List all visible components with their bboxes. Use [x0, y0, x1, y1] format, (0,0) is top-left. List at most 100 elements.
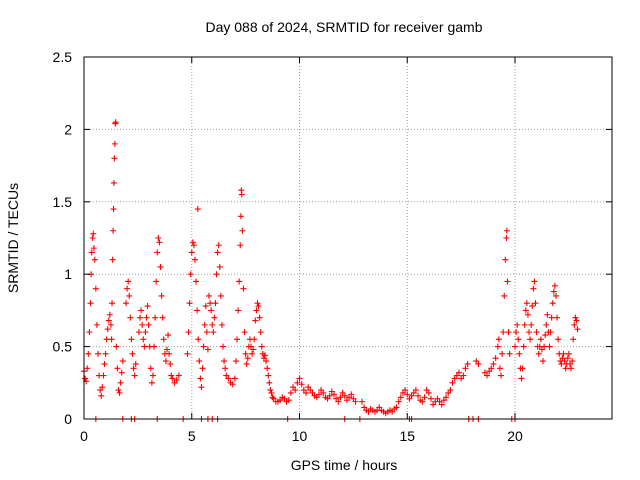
data-point: [95, 350, 102, 357]
data-point: [167, 360, 174, 367]
data-point: [208, 307, 215, 314]
data-point: [152, 314, 159, 321]
data-points: [81, 119, 581, 422]
data-point: [85, 350, 92, 357]
data-point: [86, 329, 93, 336]
data-point: [156, 239, 163, 246]
data-point: [294, 379, 301, 386]
data-point: [123, 300, 130, 307]
data-point: [221, 358, 228, 365]
data-point: [547, 329, 554, 336]
data-point: [184, 350, 191, 357]
data-point: [562, 365, 569, 372]
data-point: [187, 271, 194, 278]
data-point: [421, 394, 428, 401]
data-point: [549, 300, 556, 307]
data-point: [98, 392, 105, 399]
data-point: [543, 321, 550, 328]
data-point: [352, 398, 359, 405]
data-point: [160, 336, 167, 343]
data-point: [302, 389, 309, 396]
data-point: [144, 303, 151, 310]
data-point: [129, 350, 136, 357]
data-point: [124, 285, 131, 292]
data-point: [524, 311, 531, 318]
data-point: [495, 336, 502, 343]
data-point: [505, 329, 512, 336]
data-point: [87, 300, 94, 307]
data-point: [533, 329, 540, 336]
y-tick-label: 0: [64, 411, 72, 427]
data-point: [568, 365, 575, 372]
data-point: [157, 263, 164, 270]
data-point: [527, 336, 534, 343]
data-point: [168, 372, 175, 379]
data-point: [404, 391, 411, 398]
data-point: [359, 398, 366, 405]
data-point: [202, 303, 209, 310]
data-point: [203, 329, 210, 336]
data-point: [112, 119, 119, 126]
data-point: [516, 350, 523, 357]
data-point: [149, 372, 156, 379]
y-tick-label: 1: [64, 266, 72, 282]
data-point: [253, 307, 260, 314]
data-point: [320, 389, 327, 396]
axis-ticks: [83, 56, 612, 420]
data-point: [194, 307, 201, 314]
data-point: [88, 249, 95, 256]
data-point: [257, 329, 264, 336]
data-point: [529, 303, 536, 310]
data-point: [335, 398, 342, 405]
data-point: [287, 389, 294, 396]
data-point: [449, 379, 456, 386]
data-point: [217, 292, 224, 299]
y-tick-label: 0.5: [53, 339, 73, 355]
data-point: [235, 307, 242, 314]
data-point: [118, 369, 125, 376]
data-point: [540, 358, 547, 365]
data-point: [218, 321, 225, 328]
data-point: [220, 343, 227, 350]
plot-frame: [83, 56, 613, 420]
data-point: [191, 256, 198, 263]
data-point: [550, 288, 557, 295]
data-point: [447, 387, 454, 394]
data-point: [455, 369, 462, 376]
data-point: [93, 321, 100, 328]
data-point: [537, 336, 544, 343]
data-point: [151, 343, 158, 350]
data-point: [251, 336, 258, 343]
data-point: [522, 307, 529, 314]
data-point: [194, 206, 201, 213]
data-point: [506, 350, 513, 357]
data-point: [195, 336, 202, 343]
data-point: [244, 355, 251, 362]
data-point: [197, 375, 204, 382]
data-point: [263, 358, 270, 365]
x-tick-label: 0: [80, 428, 88, 444]
data-point: [395, 398, 402, 405]
data-point: [425, 389, 432, 396]
data-point: [513, 329, 520, 336]
data-point: [535, 350, 542, 357]
data-point: [501, 292, 508, 299]
data-point: [564, 355, 571, 362]
data-point: [519, 365, 526, 372]
data-point: [243, 360, 250, 367]
data-point: [326, 392, 333, 399]
data-point: [110, 206, 117, 213]
data-point: [89, 235, 96, 241]
data-point: [572, 314, 579, 321]
data-point: [188, 249, 195, 256]
data-point: [159, 314, 166, 321]
data-point: [412, 387, 419, 394]
data-point: [571, 321, 578, 328]
data-point: [101, 360, 108, 367]
data-point: [484, 372, 491, 379]
data-point: [211, 314, 218, 321]
data-point: [503, 235, 510, 241]
data-point: [185, 329, 192, 336]
data-point: [189, 239, 196, 246]
